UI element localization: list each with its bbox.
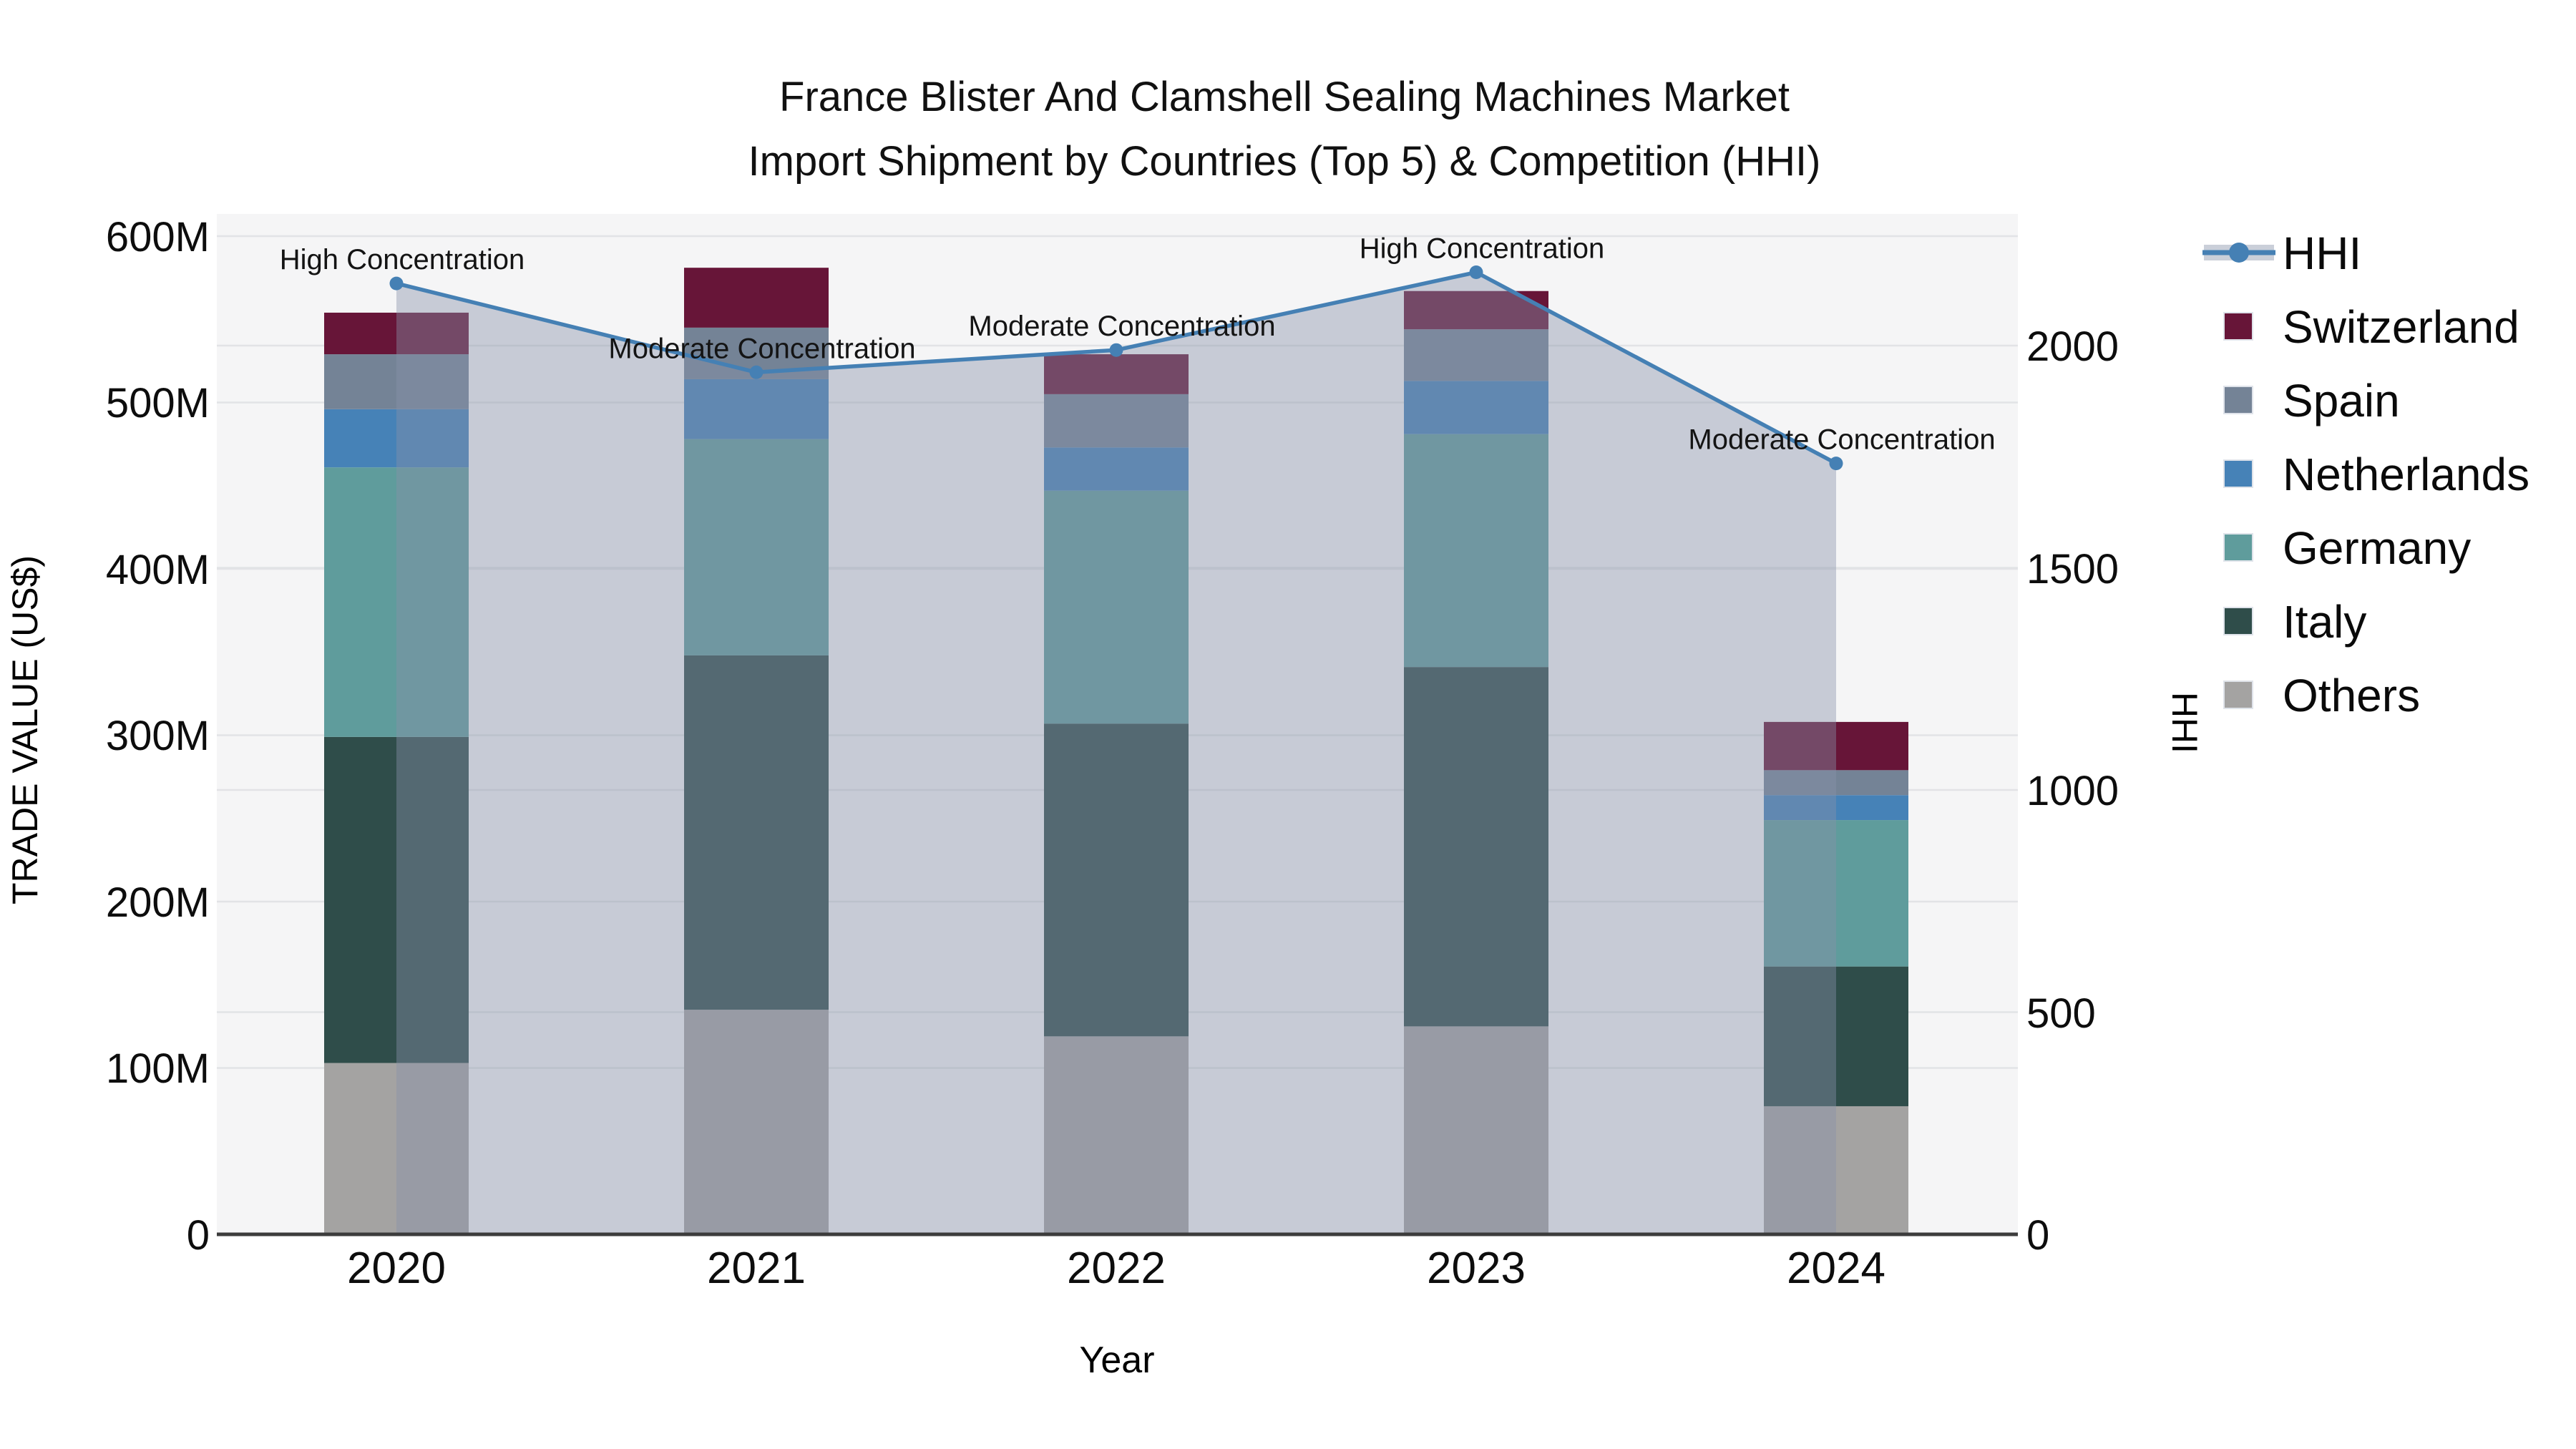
hhi-area xyxy=(396,272,1836,1233)
legend: HHI Switzerland Spain Netherlands German… xyxy=(2202,228,2529,721)
bar-segment-switzerland-2020 xyxy=(324,312,469,355)
bar-segment-spain-2023 xyxy=(1404,329,1548,381)
legend-item-switzerland: Switzerland xyxy=(2223,301,2519,353)
bar-segment-italy-2024 xyxy=(1764,966,1908,1106)
annotation-2022: Moderate Concentration xyxy=(968,311,1275,342)
bar-segment-germany-2023 xyxy=(1404,434,1548,668)
chart-title-line-2: Import Shipment by Countries (Top 5) & C… xyxy=(748,138,1821,185)
bar-segment-germany-2020 xyxy=(324,467,469,737)
bar-segment-others-2020 xyxy=(324,1063,469,1234)
legend-item-spain: Spain xyxy=(2223,375,2400,426)
x-tick-2022: 2022 xyxy=(1067,1244,1166,1293)
hhi-marker-swatch xyxy=(2229,243,2249,263)
bar-segment-italy-2023 xyxy=(1404,667,1548,1027)
bar-segment-germany-2021 xyxy=(684,439,829,655)
legend-item-hhi: HHI xyxy=(2202,228,2361,279)
bar-segment-netherlands-2023 xyxy=(1404,381,1548,434)
hhi-marker-2024 xyxy=(1829,457,1843,471)
switzerland-swatch xyxy=(2223,312,2253,341)
bar-segment-germany-2024 xyxy=(1764,820,1908,967)
legend-item-others: Others xyxy=(2223,670,2420,721)
legend-label-germany: Germany xyxy=(2283,522,2471,574)
bar-segment-others-2021 xyxy=(684,1010,829,1234)
legend-label-italy: Italy xyxy=(2283,596,2366,648)
legend-label-netherlands: Netherlands xyxy=(2283,449,2529,500)
y-left-tick-100m: 100M xyxy=(106,1045,210,1092)
legend-item-germany: Germany xyxy=(2223,522,2471,574)
spain-swatch xyxy=(2223,386,2253,414)
bar-segment-netherlands-2020 xyxy=(324,409,469,468)
annotation-2024: Moderate Concentration xyxy=(1688,424,1995,456)
bar-segment-netherlands-2024 xyxy=(1764,795,1908,821)
chart-title-line-1: France Blister And Clamshell Sealing Mac… xyxy=(779,74,1790,120)
hhi-marker-2021 xyxy=(749,365,763,379)
legend-label-hhi: HHI xyxy=(2283,228,2361,279)
bar-segment-italy-2022 xyxy=(1044,723,1189,1037)
bar-segment-spain-2020 xyxy=(324,354,469,409)
legend-label-switzerland: Switzerland xyxy=(2283,301,2519,353)
x-tick-2023: 2023 xyxy=(1427,1244,1526,1293)
bar-segment-switzerland-2024 xyxy=(1764,721,1908,771)
hhi-area-layer xyxy=(396,272,1836,1233)
y-right-tick-1000: 1000 xyxy=(2026,768,2119,814)
y-left-tick-500m: 500M xyxy=(106,380,210,426)
annotation-2021: Moderate Concentration xyxy=(608,333,915,364)
legend-item-italy: Italy xyxy=(2223,596,2366,648)
bar-segment-spain-2024 xyxy=(1764,770,1908,796)
y-left-tick-600m: 600M xyxy=(106,214,210,260)
hhi-marker-2022 xyxy=(1109,343,1123,357)
bar-segment-spain-2022 xyxy=(1044,394,1189,448)
bar-segment-italy-2021 xyxy=(684,655,829,1010)
hhi-line-layer xyxy=(389,265,1843,471)
hhi-marker-2023 xyxy=(1469,265,1483,279)
legend-item-netherlands: Netherlands xyxy=(2223,449,2529,500)
bar-segment-switzerland-2022 xyxy=(1044,354,1189,394)
x-tick-2024: 2024 xyxy=(1787,1244,1885,1293)
annotation-2023: High Concentration xyxy=(1360,233,1604,265)
y-right-tick-2000: 2000 xyxy=(2026,323,2119,370)
y-left-tick-0: 0 xyxy=(187,1212,210,1259)
italy-swatch xyxy=(2223,607,2253,635)
y-right-tick-500: 500 xyxy=(2026,990,2096,1037)
annotation-layer: High Concentration Moderate Concentration… xyxy=(280,233,1996,456)
bar-segment-others-2024 xyxy=(1764,1106,1908,1234)
annotation-2020: High Concentration xyxy=(280,244,525,275)
y-left-tick-200m: 200M xyxy=(106,879,210,926)
y-right-tick-1500: 1500 xyxy=(2026,546,2119,592)
y-left-tick-300m: 300M xyxy=(106,713,210,759)
x-axis-title: Year xyxy=(1079,1340,1154,1381)
y-right-tick-0: 0 xyxy=(2026,1212,2049,1259)
bar-segment-others-2023 xyxy=(1404,1026,1548,1234)
y-left-axis-title: TRADE VALUE (US$) xyxy=(5,555,45,904)
bar-segment-italy-2020 xyxy=(324,736,469,1063)
germany-swatch xyxy=(2223,533,2253,562)
netherlands-swatch xyxy=(2223,459,2253,488)
bar-layer xyxy=(324,268,1908,1234)
bar-segment-switzerland-2021 xyxy=(684,268,829,328)
y-right-axis-title: HHI xyxy=(2165,692,2205,753)
bar-segment-netherlands-2021 xyxy=(684,379,829,439)
bar-segment-others-2022 xyxy=(1044,1036,1189,1234)
bar-segment-germany-2022 xyxy=(1044,490,1189,724)
y-left-tick-400m: 400M xyxy=(106,547,210,593)
hhi-marker-2020 xyxy=(389,276,404,291)
x-tick-2020: 2020 xyxy=(347,1244,446,1293)
bar-segment-netherlands-2022 xyxy=(1044,447,1189,491)
legend-label-spain: Spain xyxy=(2283,375,2400,426)
legend-label-others: Others xyxy=(2283,670,2420,721)
x-tick-2021: 2021 xyxy=(707,1244,806,1293)
others-swatch xyxy=(2223,680,2253,709)
